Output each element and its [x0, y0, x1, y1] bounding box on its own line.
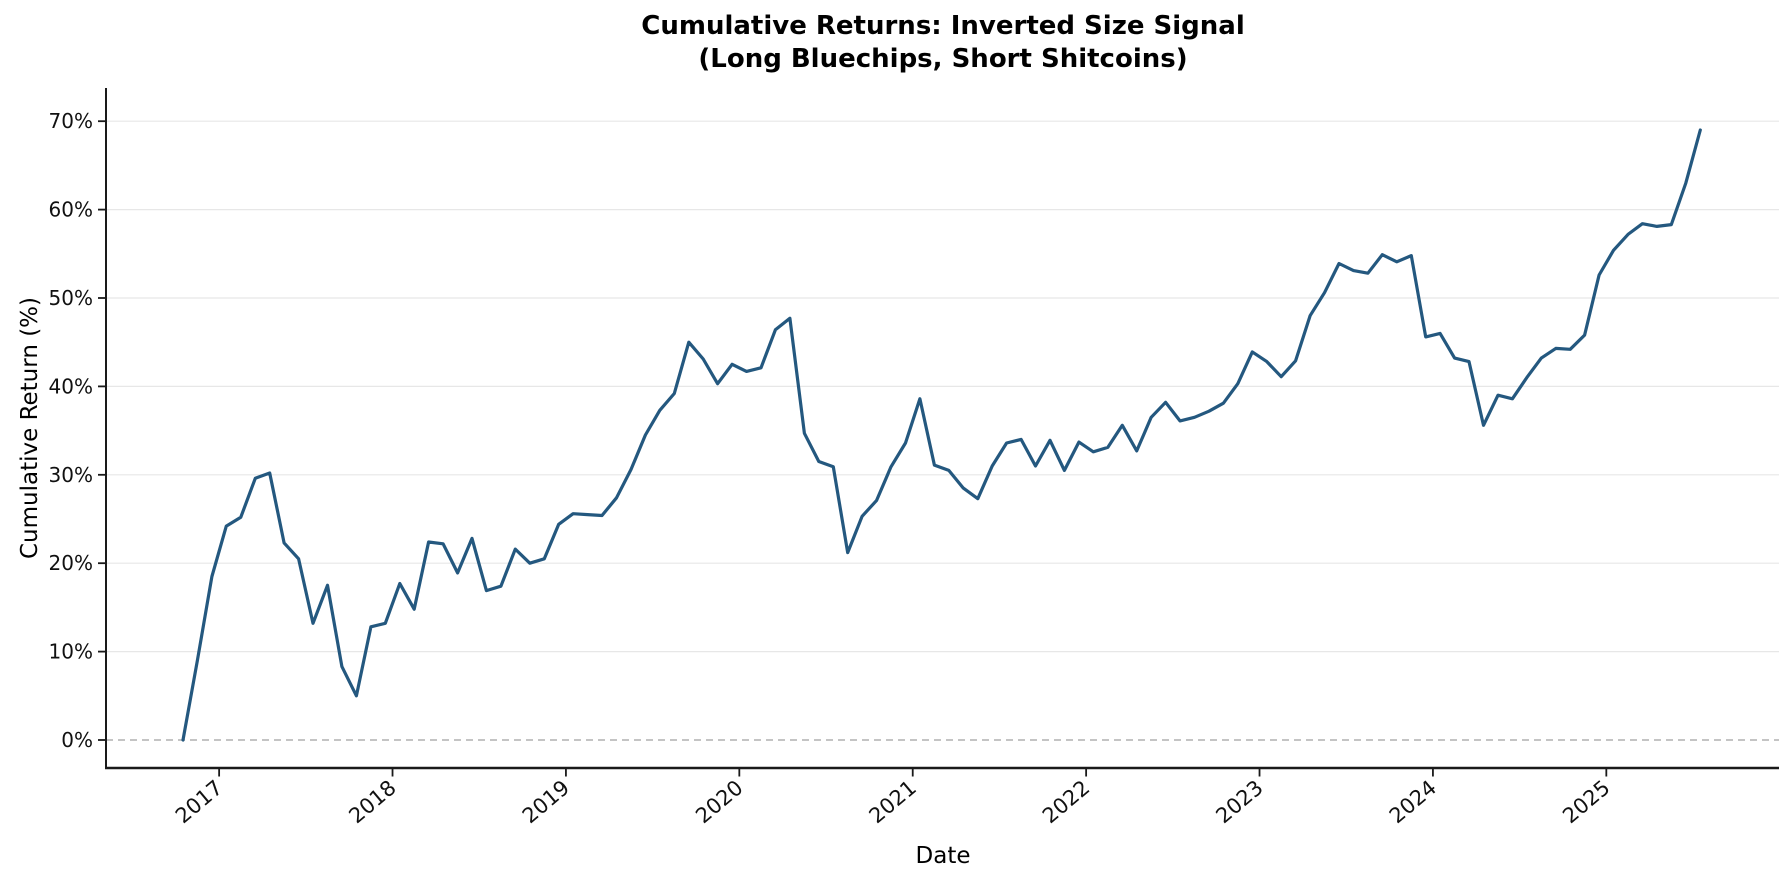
y-axis-tick-label: 30%: [49, 463, 93, 487]
x-axis-tick-label: 2022: [1038, 775, 1094, 828]
chart-title: Cumulative Returns: Inverted Size Signal…: [641, 10, 1244, 76]
y-axis-tick-label: 20%: [49, 551, 93, 575]
x-axis-tick-label: 2024: [1385, 775, 1441, 828]
x-axis-tick-label: 2023: [1211, 775, 1267, 828]
y-axis-tick-label: 70%: [49, 109, 93, 133]
x-axis-tick-label: 2017: [171, 775, 227, 828]
x-axis-tick-label: 2019: [518, 775, 574, 828]
y-axis-tick-label: 50%: [49, 286, 93, 310]
x-axis-label: Date: [915, 843, 971, 869]
x-axis-tick-label: 2025: [1558, 775, 1614, 828]
y-axis-tick-label: 60%: [49, 198, 93, 222]
y-axis-tick-label: 40%: [49, 374, 93, 398]
y-axis-tick-label: 0%: [61, 728, 93, 752]
x-axis-tick-label: 2020: [691, 775, 747, 828]
x-axis-tick-label: 2018: [344, 775, 400, 828]
y-axis-label: Cumulative Return (%): [17, 296, 43, 560]
y-axis-tick-label: 10%: [49, 640, 93, 664]
x-axis-tick-label: 2021: [865, 775, 921, 828]
chart-title-line1: Cumulative Returns: Inverted Size Signal: [641, 11, 1245, 41]
chart-title-line2: (Long Bluechips, Short Shitcoins): [698, 44, 1188, 74]
plot-line: [181, 128, 1702, 742]
